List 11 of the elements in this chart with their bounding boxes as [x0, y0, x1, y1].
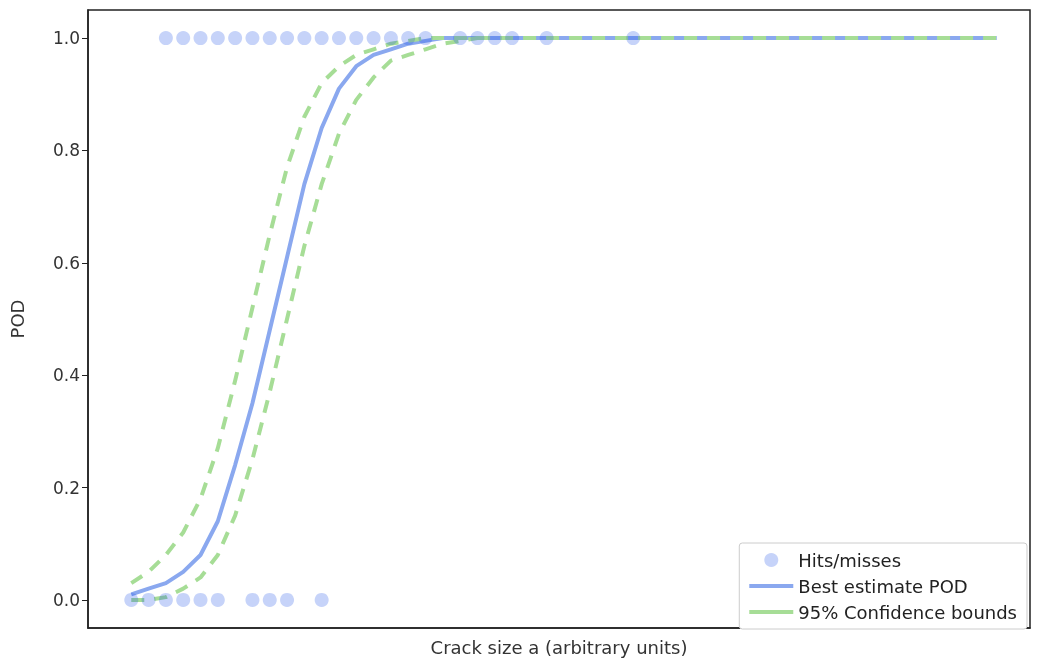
y-tick-label: 0.8	[52, 140, 80, 161]
y-tick-label: 0.2	[52, 477, 80, 498]
legend-label: 95% Confidence bounds	[798, 601, 1017, 623]
y-axis-title: POD	[6, 299, 28, 339]
y-tick-label: 0.0	[52, 589, 80, 610]
y-tick-label: 0.6	[52, 252, 80, 273]
legend-label: Best estimate POD	[798, 575, 968, 597]
y-tick-label: 1.0	[52, 28, 80, 49]
x-axis-title: Crack size a (arbitrary units)	[430, 636, 688, 658]
y-tick-label: 0.4	[52, 365, 80, 386]
legend-label: Hits/misses	[798, 549, 902, 571]
